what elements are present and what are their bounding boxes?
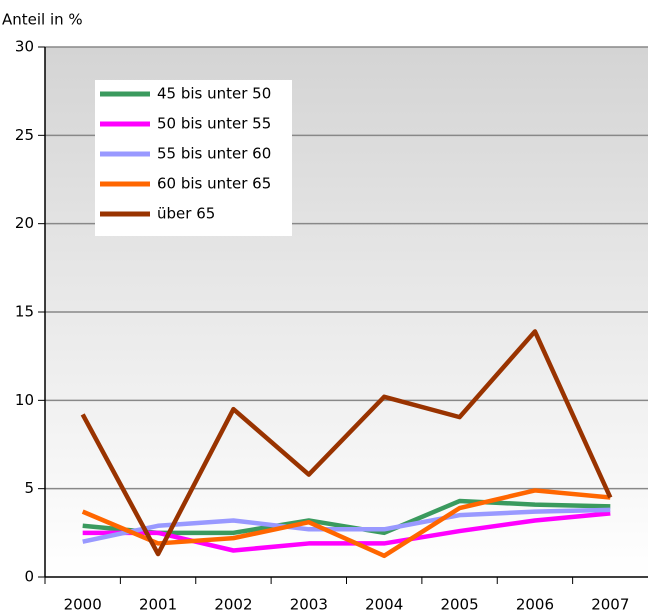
x-tick-label: 2000 (64, 596, 102, 614)
legend-label: über 65 (157, 205, 215, 223)
series-line (82, 511, 611, 553)
x-tick-label: 2001 (139, 596, 177, 614)
series-line (81, 488, 611, 559)
y-tick-label: 5 (24, 479, 34, 497)
x-tick-label: 2007 (591, 596, 629, 614)
series-line (82, 507, 611, 544)
legend-box (95, 80, 292, 236)
y-tick-label: 20 (15, 214, 34, 232)
y-axis-label: Anteil in % (2, 11, 83, 29)
legend-label: 45 bis unter 50 (157, 85, 271, 103)
x-tick-label: 2003 (290, 596, 328, 614)
series-line (80, 329, 613, 557)
y-tick-label: 0 (24, 568, 34, 586)
x-tick-label: 2002 (214, 596, 252, 614)
y-tick-label: 30 (15, 38, 34, 56)
y-tick-label: 25 (15, 126, 34, 144)
x-tick-label: 2004 (365, 596, 403, 614)
y-tick-label: 10 (15, 391, 34, 409)
y-tick-label: 15 (15, 303, 34, 321)
legend-label: 60 bis unter 65 (157, 175, 271, 193)
legend-label: 50 bis unter 55 (157, 115, 271, 133)
x-tick-label: 2005 (440, 596, 478, 614)
x-tick-label: 2006 (516, 596, 554, 614)
legend-label: 55 bis unter 60 (157, 145, 271, 163)
